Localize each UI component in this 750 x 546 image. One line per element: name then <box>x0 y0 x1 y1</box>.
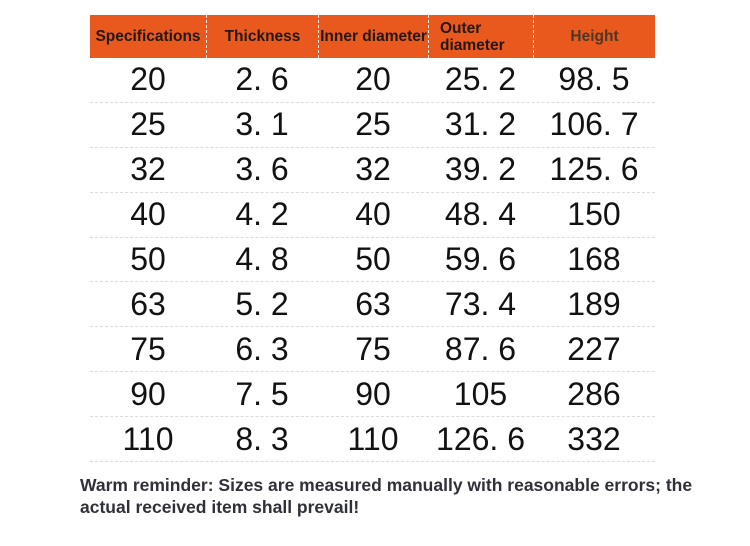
table-row: 90 7. 5 90 105 286 <box>90 372 655 418</box>
table-cell: 25 <box>355 106 391 143</box>
table-cell: 20 <box>130 61 166 98</box>
table-cell: 7. 5 <box>235 375 289 412</box>
spec-table: Specifications Thickness Inner diameter … <box>90 15 655 463</box>
table-cell: 59. 6 <box>444 241 517 277</box>
table-cell: 32 <box>130 151 166 188</box>
table-cell: 3. 6 <box>235 151 289 188</box>
header-specifications: Specifications <box>95 28 201 45</box>
table-cell: 50 <box>355 241 391 277</box>
table-cell: 5. 2 <box>235 285 289 322</box>
table-row: 75 6. 3 75 87. 6 227 <box>90 327 655 373</box>
table-cell: 20 <box>355 61 391 98</box>
header-height: Height <box>533 15 655 58</box>
table-cell: 63 <box>130 285 166 322</box>
header-inner-diameter: Inner diameter <box>318 15 428 58</box>
table-cell: 40 <box>130 196 166 233</box>
table-cell: 50 <box>130 241 166 277</box>
table-cell: 110 <box>347 420 399 457</box>
table-cell: 3. 1 <box>235 106 289 143</box>
table-cell: 125. 6 <box>549 151 639 188</box>
table-cell: 6. 3 <box>235 330 289 367</box>
table-cell: 73. 4 <box>444 285 517 322</box>
table-body: 20 2. 6 20 25. 2 98. 5 25 3. 1 25 31. 2 106. 7 32 3… <box>90 58 655 463</box>
table-cell: 39. 2 <box>444 151 517 188</box>
table-row: 40 4. 2 40 48. 4 150 <box>90 193 655 238</box>
table-cell: 2. 6 <box>235 61 289 98</box>
table-cell: 106. 7 <box>549 106 639 143</box>
table-cell: 189 <box>567 285 621 322</box>
table-cell: 75 <box>355 330 391 367</box>
table-cell: 25 <box>130 106 166 143</box>
table-cell: 286 <box>567 375 621 412</box>
table-row: 50 4. 8 50 59. 6 168 <box>90 238 655 283</box>
table-row: 25 3. 1 25 31. 2 106. 7 <box>90 103 655 148</box>
table-cell: 150 <box>567 196 621 233</box>
table-cell: 110 <box>122 420 174 457</box>
table-row: 63 5. 2 63 73. 4 189 <box>90 282 655 328</box>
table-cell: 8. 3 <box>235 420 289 457</box>
table-cell: 105 <box>453 375 508 412</box>
table-cell: 332 <box>567 420 621 457</box>
reminder-note: Warm reminder: Sizes are measured manual… <box>80 475 693 517</box>
table-cell: 40 <box>355 196 391 233</box>
table-row: 110 8. 3 110 126. 6 332 <box>90 417 655 463</box>
table-row: 32 3. 6 32 39. 2 125. 6 <box>90 148 655 193</box>
table-cell: 4. 2 <box>235 196 289 233</box>
table-cell: 63 <box>355 285 391 322</box>
table-cell: 90 <box>130 375 166 412</box>
table-cell: 32 <box>355 151 391 188</box>
table-cell: 48. 4 <box>444 196 517 233</box>
table-row: 20 2. 6 20 25. 2 98. 5 <box>90 58 655 103</box>
header-outer-diameter: Outer diameter <box>428 15 533 58</box>
table-cell: 75 <box>130 330 166 367</box>
table-cell: 98. 5 <box>558 61 630 98</box>
table-cell: 25. 2 <box>444 61 517 98</box>
table-cell: 90 <box>355 375 391 412</box>
table-header-row: Specifications Thickness Inner diameter … <box>90 15 655 58</box>
table-cell: 126. 6 <box>436 420 525 457</box>
table-cell: 227 <box>567 330 621 367</box>
header-thickness: Thickness <box>206 15 318 58</box>
table-cell: 31. 2 <box>444 106 517 143</box>
table-cell: 4. 8 <box>235 241 289 277</box>
table-cell: 168 <box>567 241 621 277</box>
table-cell: 87. 6 <box>444 330 517 367</box>
